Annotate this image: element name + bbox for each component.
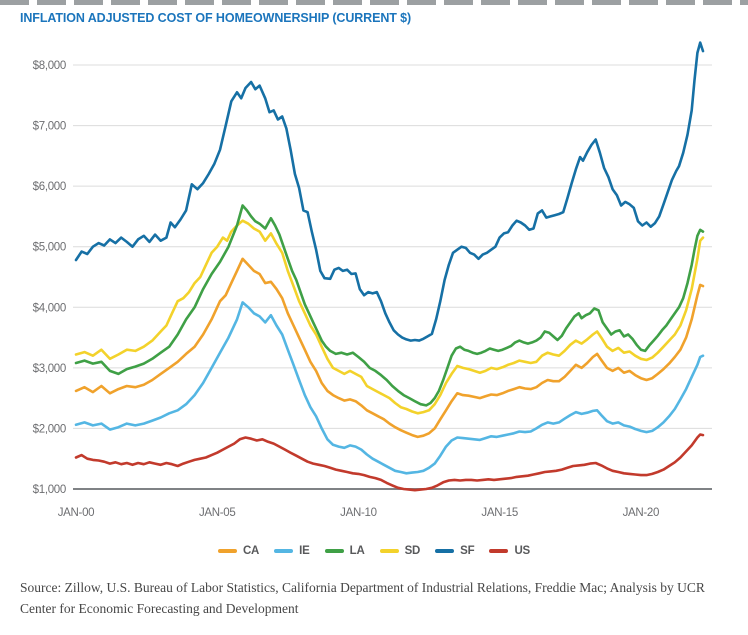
y-tick-label: $6,000 (33, 181, 66, 193)
series-line-sd (74, 219, 705, 415)
legend-swatch-us (489, 549, 509, 553)
series-line-la (74, 204, 705, 407)
source-note: Source: Zillow, U.S. Bureau of Labor Sta… (20, 580, 705, 616)
legend-item-sd: SD (379, 545, 421, 557)
chart-title: INFLATION ADJUSTED COST OF HOMEOWNERSHIP… (20, 11, 412, 25)
legend-item-us: US (489, 545, 530, 557)
legend-label-us: US (514, 545, 531, 557)
legend-swatch-sd (379, 549, 399, 553)
y-tick-label: $7,000 (33, 121, 66, 133)
x-tick-label: JAN-10 (340, 507, 377, 519)
legend-item-ie: IE (274, 545, 310, 557)
homeownership-cost-line-chart: $1,000 $2,000 $3,000 $4,000 $5,000 $6,000 $7,0… (33, 41, 712, 519)
legend-swatch-ca (217, 549, 237, 553)
legend-item-la: LA (324, 545, 365, 557)
x-axis-tick-labels: JAN-00 JAN-05 JAN-10 JAN-15 JAN-20 (58, 507, 660, 519)
y-axis-tick-labels: $1,000 $2,000 $3,000 $4,000 $5,000 $6,000 $7,0… (33, 60, 67, 496)
y-tick-label: $3,000 (33, 363, 66, 375)
legend-label-sd: SD (404, 545, 421, 557)
x-tick-label: JAN-20 (623, 507, 660, 519)
series-line-sf (74, 41, 705, 342)
x-tick-label: JAN-15 (481, 507, 518, 519)
y-tick-label: $1,000 (33, 484, 66, 496)
legend-swatch-ie (274, 549, 294, 553)
legend-swatch-la (324, 549, 344, 553)
legend-swatch-sf (435, 549, 455, 553)
x-tick-label: JAN-05 (199, 507, 236, 519)
legend-label-la: LA (349, 545, 365, 557)
legend-label-sf: SF (460, 545, 475, 557)
series-line-ca (74, 257, 705, 439)
series-line-ie (74, 301, 705, 475)
series-line-us (74, 433, 705, 492)
y-tick-label: $8,000 (33, 60, 66, 72)
legend-item-ca: CA (217, 545, 260, 557)
chart-legend: CA IE LA SD SF US (0, 542, 748, 560)
y-tick-label: $4,000 (33, 302, 66, 314)
legend-item-sf: SF (435, 545, 475, 557)
y-tick-label: $5,000 (33, 242, 66, 254)
legend-label-ca: CA (242, 545, 260, 557)
x-tick-label: JAN-00 (58, 507, 95, 519)
legend-label-ie: IE (299, 545, 310, 557)
top-divider (0, 0, 748, 5)
gridlines (73, 64, 712, 490)
y-tick-label: $2,000 (33, 423, 66, 435)
